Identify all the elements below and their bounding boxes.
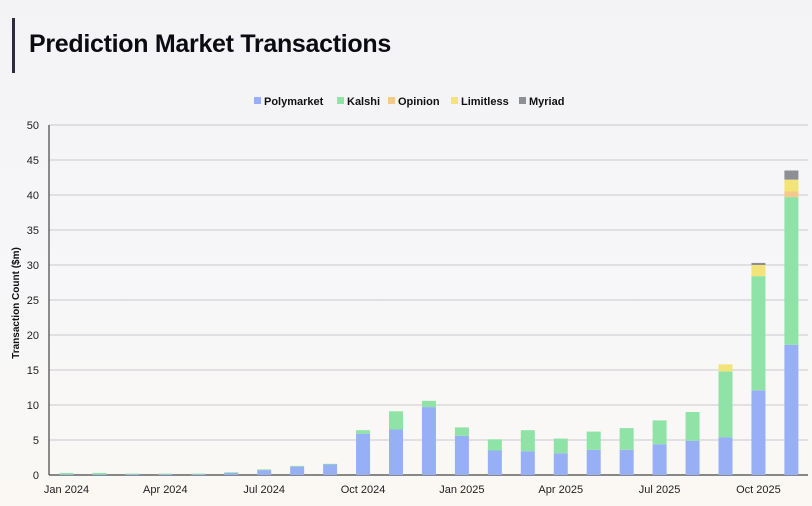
x-tick-label: Apr 2024 [143, 484, 188, 496]
legend-swatch-polymarket [254, 97, 261, 104]
bar-segment-kalshi [421, 400, 436, 408]
legend-swatch-myriad [519, 97, 526, 104]
legend-swatch-opinion [388, 97, 395, 104]
bar-segment-kalshi [92, 472, 107, 475]
bar-segment-kalshi [487, 439, 502, 451]
bar-segment-polymarket [389, 429, 403, 475]
y-tick-label: 30 [27, 260, 39, 272]
chart-bars [59, 170, 799, 475]
legend-label-myriad: Myriad [529, 96, 564, 108]
bar-segment-polymarket [685, 440, 700, 475]
bar-segment-polymarket [718, 437, 733, 475]
x-tick-label: Jan 2025 [439, 484, 484, 496]
bar-segment-kalshi [158, 473, 173, 475]
bar-segment-polymarket [323, 464, 338, 475]
bar-segment-kalshi [652, 420, 667, 445]
bar-segment-polymarket [454, 435, 469, 475]
title-accent-bar [12, 18, 15, 73]
bar-segment-polymarket [487, 450, 502, 475]
bar-segment-limitless [784, 179, 799, 192]
x-tick-label: Oct 2025 [736, 484, 781, 496]
y-tick-label: 5 [33, 435, 39, 447]
legend-label-opinion: Opinion [398, 96, 440, 108]
legend-label-polymarket: Polymarket [264, 96, 324, 108]
bar-segment-polymarket [290, 466, 305, 475]
bar-segment-polymarket [784, 344, 799, 475]
bar-segment-kalshi [191, 473, 206, 475]
x-tick-label: Jan 2024 [44, 484, 89, 496]
chart-legend: Polymarket Kalshi Opinion Limitless Myriad [254, 96, 564, 108]
bar-segment-polymarket [92, 474, 107, 475]
bar-segment-polymarket [125, 474, 140, 475]
bar-segment-myriad [751, 262, 766, 265]
legend-label-kalshi: Kalshi [347, 96, 380, 108]
y-tick-label: 10 [27, 400, 39, 412]
bar-segment-polymarket [257, 470, 272, 475]
bar-segment-polymarket [751, 390, 766, 475]
x-tick-label: Jul 2025 [639, 484, 681, 496]
bar-segment-kalshi [224, 472, 239, 473]
bar-segment-polymarket [59, 474, 74, 475]
bar-segment-polymarket [224, 472, 239, 475]
bar-segment-kalshi [323, 463, 338, 465]
bar-segment-polymarket [191, 474, 206, 475]
y-axis-ticks: 0 5 10 15 20 25 30 35 40 45 50 [27, 120, 39, 482]
legend-swatch-kalshi [337, 97, 344, 104]
legend-swatch-limitless [451, 97, 458, 104]
y-tick-label: 0 [33, 470, 39, 482]
x-tick-label: Jul 2024 [243, 484, 285, 496]
bar-segment-kalshi [125, 473, 140, 475]
x-axis-ticks: Jan 2024 Apr 2024 Jul 2024 Oct 2024 Jan 2025… [44, 484, 781, 496]
bar-segment-kalshi [718, 371, 733, 438]
bar-segment-kalshi [356, 430, 371, 434]
y-tick-label: 25 [27, 295, 39, 307]
bar-segment-kalshi [784, 197, 799, 345]
x-tick-label: Oct 2024 [341, 484, 386, 496]
bar-segment-kalshi [586, 431, 601, 450]
y-tick-label: 35 [27, 225, 39, 237]
bar-segment-kalshi [619, 428, 634, 450]
y-tick-label: 40 [27, 190, 39, 202]
bar-segment-kalshi [257, 469, 272, 471]
bar-segment-polymarket [421, 407, 436, 475]
bar-segment-polymarket [586, 449, 601, 475]
bar-segment-kalshi [454, 427, 469, 436]
bar-segment-limitless [718, 364, 733, 372]
y-axis-label: Transaction Count ($m) [11, 247, 22, 359]
bar-segment-polymarket [158, 474, 173, 475]
bar-segment-polymarket [356, 433, 371, 475]
legend-label-limitless: Limitless [461, 96, 509, 108]
bar-segment-myriad [784, 170, 799, 180]
bar-segment-kalshi [290, 465, 305, 467]
bar-segment-kalshi [553, 438, 568, 454]
bar-segment-kalshi [685, 412, 700, 441]
y-tick-label: 20 [27, 330, 39, 342]
bar-segment-limitless [751, 265, 766, 277]
chart-gridlines [48, 124, 808, 476]
bar-segment-kalshi [59, 472, 74, 475]
x-tick-label: Apr 2025 [538, 484, 583, 496]
y-tick-label: 15 [27, 365, 39, 377]
bar-segment-kalshi [389, 411, 403, 430]
y-tick-label: 45 [27, 155, 39, 167]
bar-segment-polymarket [619, 449, 634, 475]
bar-segment-polymarket [553, 453, 568, 475]
bar-segment-kalshi [520, 430, 535, 452]
bar-segment-kalshi [751, 276, 766, 391]
page-title: Prediction Market Transactions [29, 30, 391, 58]
bar-segment-polymarket [652, 444, 667, 475]
bar-segment-polymarket [520, 451, 535, 475]
bar-segment-opinion [784, 191, 799, 198]
y-tick-label: 50 [27, 120, 39, 132]
